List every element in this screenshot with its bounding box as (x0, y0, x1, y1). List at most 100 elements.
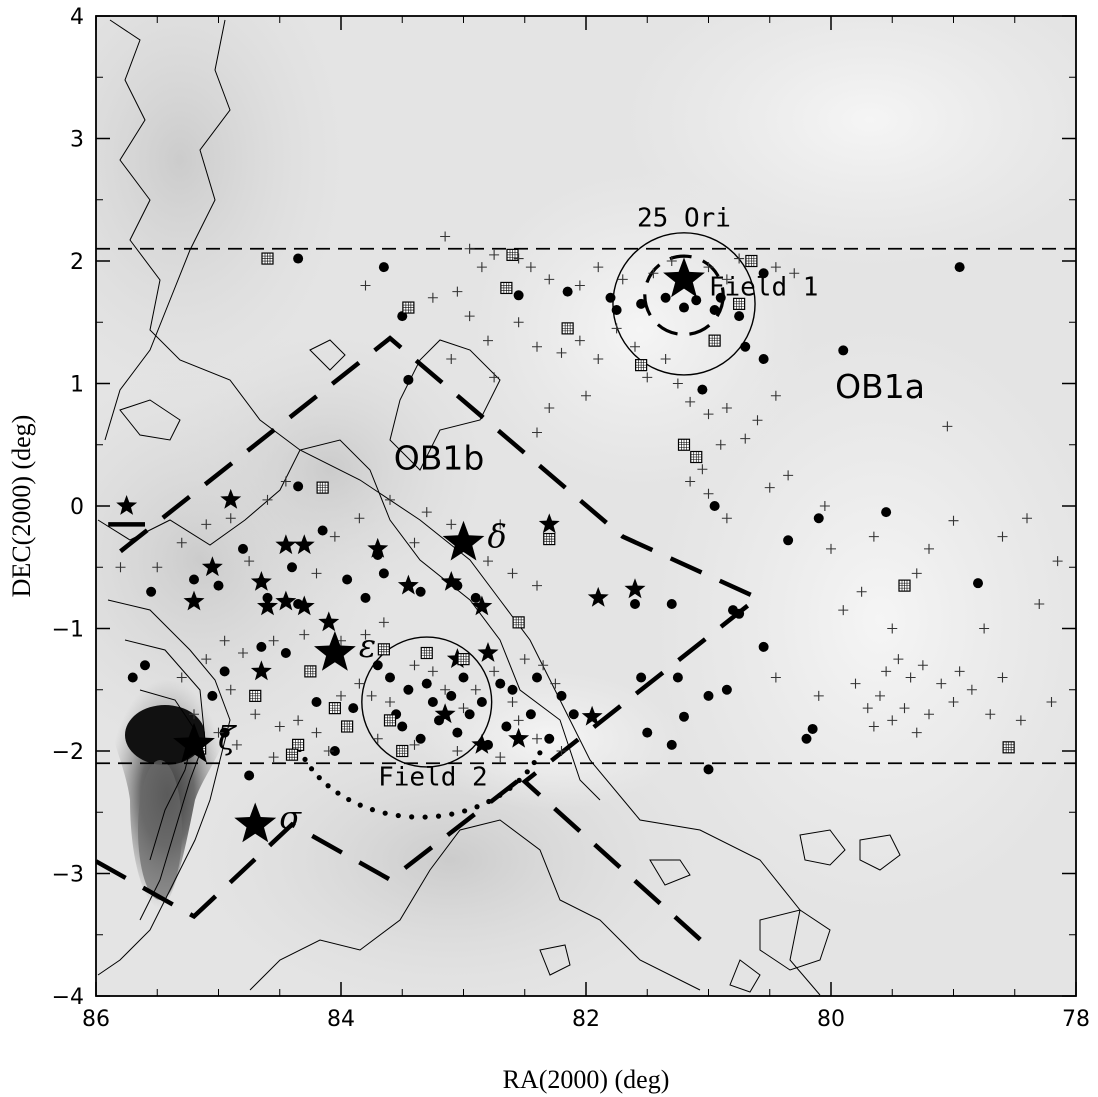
data-point-dot (813, 513, 824, 524)
data-point-star (250, 571, 272, 591)
arc-dot (369, 807, 376, 813)
data-point-plus (887, 715, 898, 726)
data-point-dot (495, 678, 506, 689)
bright-star-marker (234, 802, 277, 843)
data-point-plus (201, 654, 212, 665)
data-point-dot (360, 592, 371, 603)
data-point-boxed-plus (316, 481, 329, 494)
data-point-plus (323, 746, 334, 756)
box-grid (262, 253, 273, 265)
data-point-plus (519, 654, 530, 665)
data-point-plus (421, 507, 432, 518)
data-point-plus (868, 531, 879, 542)
data-point-plus (201, 519, 212, 530)
data-point-plus (489, 666, 500, 677)
data-point-boxed-plus (383, 714, 397, 727)
data-point-dot (721, 684, 732, 695)
data-point-plus (826, 543, 836, 554)
box-grid (396, 745, 408, 757)
box-grid (402, 302, 414, 314)
extinction-map (96, 16, 1076, 996)
data-point-dot (758, 354, 769, 364)
data-point-dot (213, 580, 224, 591)
box-grid (378, 643, 390, 655)
box-grid (341, 721, 353, 732)
data-point-plus (176, 672, 187, 683)
data-point-plus (409, 537, 420, 548)
data-point-dot (458, 672, 469, 683)
data-point-plus (513, 317, 524, 328)
data-point-plus (703, 262, 714, 273)
data-point-plus (856, 586, 867, 597)
arc-dot (435, 813, 442, 819)
data-point-dot (476, 697, 487, 707)
data-point-plus (440, 231, 451, 242)
data-point-plus (556, 746, 567, 756)
data-point-plus (997, 672, 1008, 683)
data-point-plus (225, 513, 236, 524)
box-grid (304, 665, 316, 677)
data-point-plus (385, 697, 395, 707)
data-point-plus (593, 262, 604, 273)
data-point-plus (115, 562, 126, 573)
data-point-dot (703, 690, 714, 701)
data-point-plus (593, 354, 604, 364)
data-point-star (440, 571, 462, 591)
data-point-boxed-plus (1002, 741, 1015, 754)
data-point-boxed-plus (561, 322, 574, 335)
data-point-plus (789, 268, 800, 279)
bright-star-marker (442, 520, 485, 561)
arc-dot (346, 796, 352, 803)
data-point-plus (899, 703, 910, 714)
data-point-plus (213, 727, 224, 738)
data-point-plus (764, 482, 775, 493)
data-point-dot (501, 721, 512, 732)
data-point-star (275, 590, 297, 611)
data-point-plus (617, 274, 628, 285)
data-point-dot (734, 311, 745, 322)
box-grid (635, 359, 647, 371)
bright-star-label: ε (359, 627, 376, 665)
data-point-dot (348, 703, 359, 714)
data-point-plus (942, 421, 953, 432)
annotation-label: 25 Ori (637, 204, 731, 234)
data-point-star (257, 595, 278, 616)
data-point-plus (979, 623, 990, 634)
data-point-dot (636, 672, 647, 683)
data-point-dot (642, 727, 653, 738)
data-point-plus (685, 396, 696, 407)
data-point-dot (697, 384, 708, 395)
box-grid (709, 335, 721, 347)
data-point-star (434, 703, 456, 724)
data-point-plus (440, 684, 451, 695)
data-point-star (250, 660, 272, 681)
data-point-plus (476, 262, 487, 273)
field-circle (612, 232, 756, 376)
data-point-plus (268, 635, 279, 646)
data-point-boxed-plus (341, 720, 354, 733)
data-point-plus (544, 274, 555, 285)
data-point-boxed-plus (708, 334, 721, 347)
data-point-plus (366, 690, 377, 701)
data-point-boxed-plus (249, 689, 262, 702)
data-point-boxed-plus (328, 702, 341, 715)
arc-dot (531, 759, 537, 766)
data-point-plus (293, 715, 304, 726)
data-point-plus (666, 256, 677, 266)
data-point-dot (679, 711, 689, 722)
data-point-plus (574, 335, 585, 346)
x-tick-label: 78 (1062, 1007, 1090, 1032)
x-axis-title: RA(2000) (deg) (503, 1065, 670, 1094)
data-point-plus (354, 678, 365, 689)
data-point-boxed-plus (543, 532, 556, 546)
data-point-dot (378, 262, 389, 273)
data-point-plus (581, 390, 591, 401)
data-point-plus (905, 672, 916, 683)
data-point-plus (299, 629, 310, 640)
data-point-dot (427, 697, 438, 707)
data-point-plus (409, 660, 420, 671)
box-grid (899, 580, 910, 592)
data-point-boxed-plus (745, 254, 758, 268)
data-point-plus (189, 709, 199, 720)
